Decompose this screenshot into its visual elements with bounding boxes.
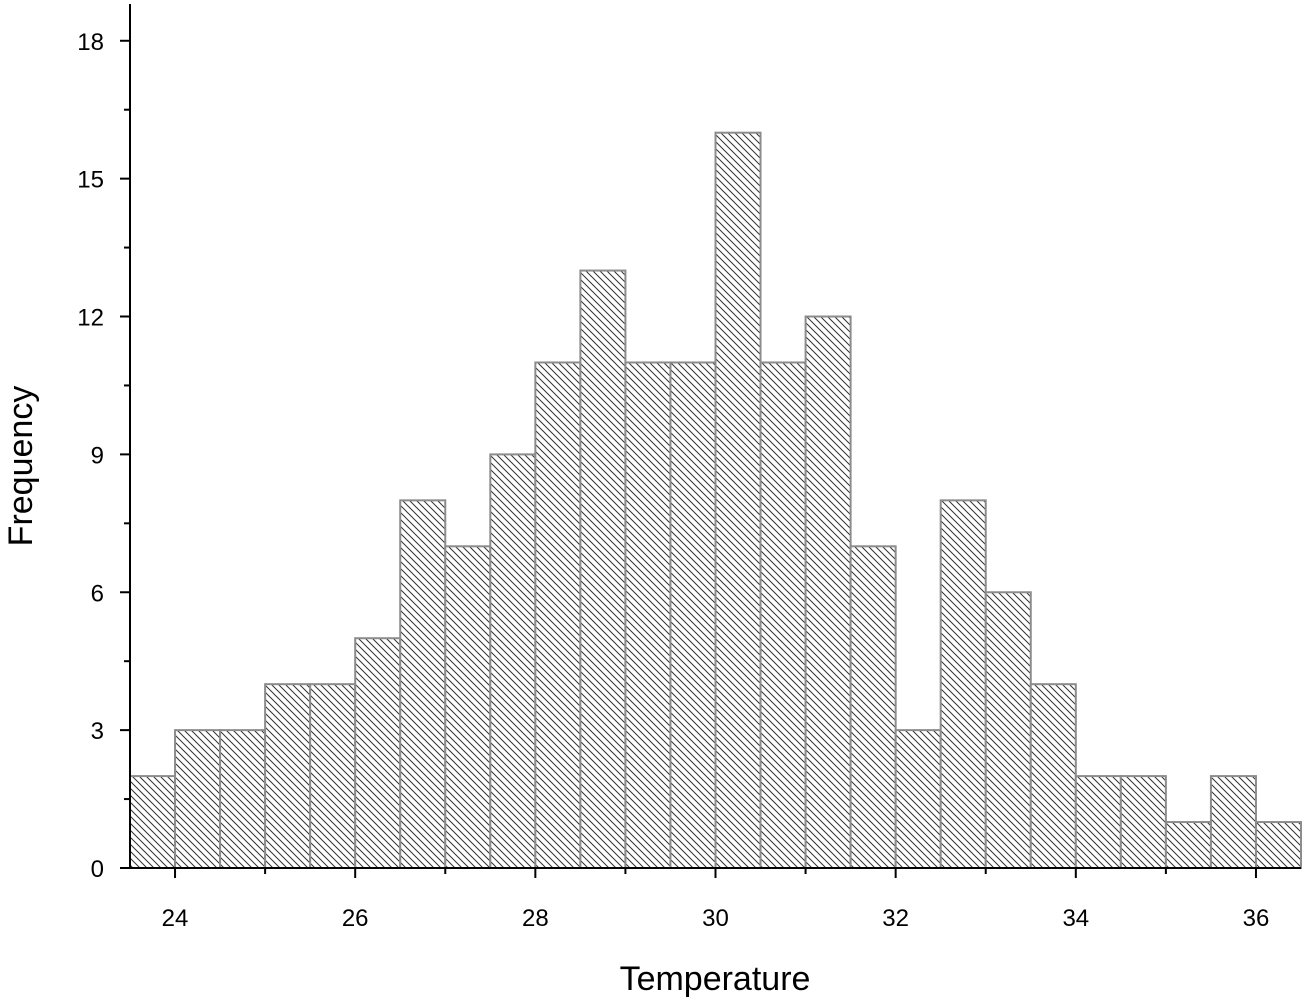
y-axis-title: Frequency [2,386,40,547]
histogram-bar-7 [399,499,447,869]
histogram-bar-25 [1209,775,1257,869]
x-tick-label-26: 26 [342,905,369,932]
histogram-bar-23 [1119,775,1167,869]
histogram-bar-14 [714,131,762,869]
histogram-bar-12 [624,361,672,869]
y-tick-label-12: 12 [77,305,104,332]
histogram-bar-16 [804,315,852,870]
histogram-bar-21 [1029,683,1077,870]
histogram-bar-11 [579,269,627,870]
y-tick-label-18: 18 [77,29,104,56]
y-tick-label-6: 6 [91,580,104,607]
histogram-bar-24 [1164,821,1212,869]
y-ticks-group: 0 3 6 9 12 15 18 [77,29,130,883]
y-tick-label-15: 15 [77,167,104,194]
bars-group [129,131,1303,870]
x-tick-label-28: 28 [522,905,549,932]
histogram-bar-17 [849,545,897,869]
x-tick-label-36: 36 [1243,905,1270,932]
histogram-bar-19 [939,499,987,869]
y-tick-label-0: 0 [91,856,104,883]
histogram-bar-8 [444,545,492,869]
histogram-bar-2 [174,729,222,870]
histogram-bar-20 [984,591,1032,869]
histogram-bar-26 [1254,821,1303,869]
x-tick-label-32: 32 [882,905,909,932]
histogram-bar-5 [309,683,357,870]
histogram-bar-13 [669,361,717,869]
histogram-bar-22 [1074,775,1122,869]
x-axis-title: Temperature [620,960,811,998]
histogram-bar-9 [489,453,537,869]
histogram-bar-15 [759,361,807,869]
histogram-bar-10 [534,361,582,869]
histogram-bar-3 [219,729,267,870]
histogram-bar-6 [354,637,402,869]
y-tick-label-9: 9 [91,442,104,469]
histogram-bar-1 [129,775,177,869]
histogram-bar-4 [264,683,312,870]
x-tick-label-30: 30 [702,905,729,932]
x-ticks-group: 24 26 28 30 32 34 36 [162,868,1270,932]
y-tick-label-3: 3 [91,718,104,745]
x-tick-label-24: 24 [162,905,189,932]
histogram-bar-18 [894,729,942,870]
x-tick-label-34: 34 [1062,905,1089,932]
